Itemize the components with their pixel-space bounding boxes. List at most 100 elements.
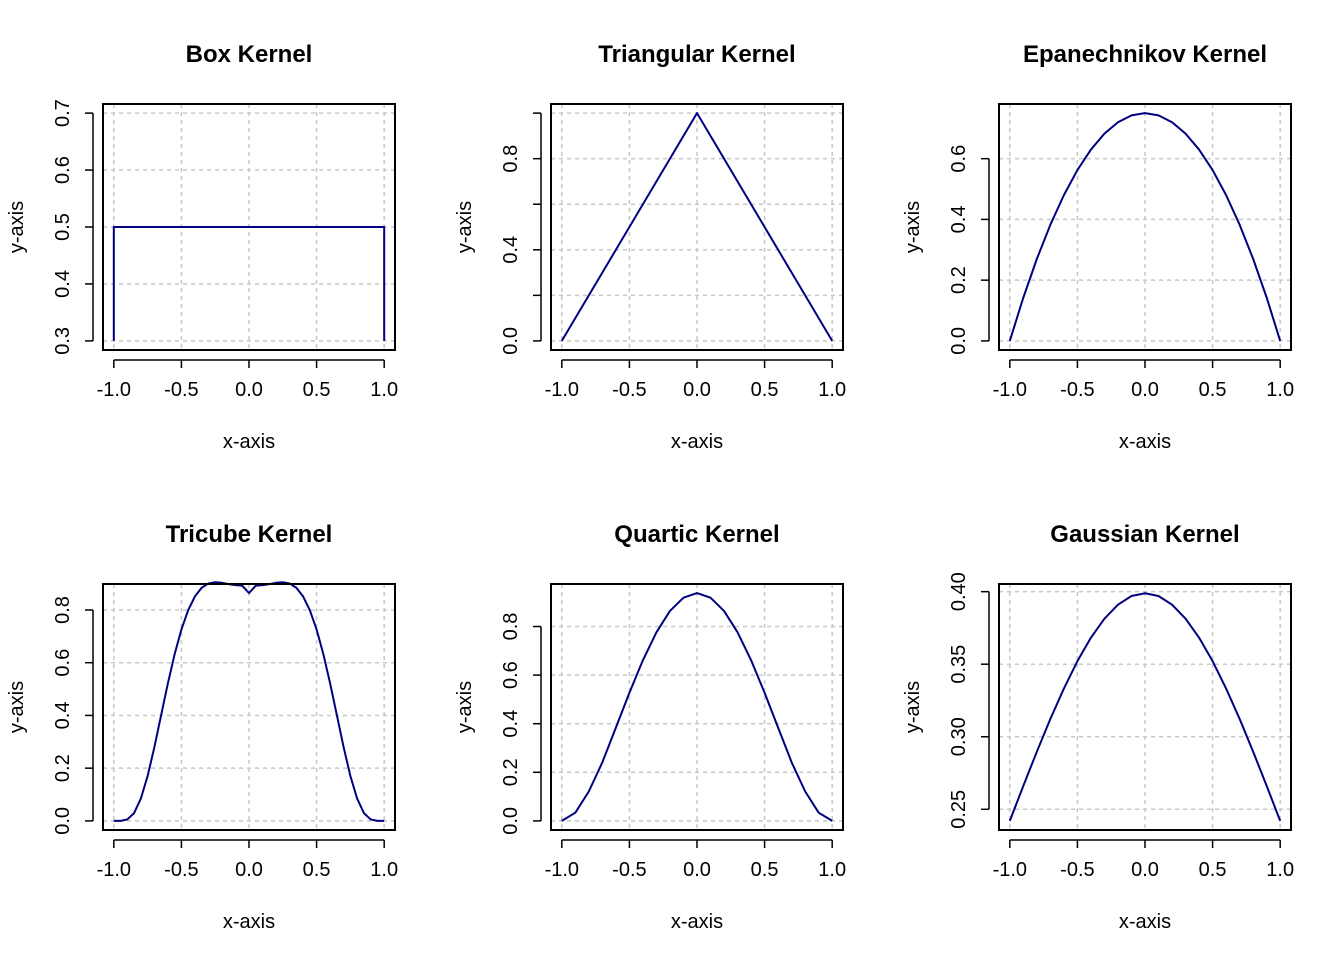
chart-title: Gaussian Kernel	[1050, 521, 1239, 548]
chart-title: Box Kernel	[186, 41, 313, 68]
y-tick-label: 0.5	[52, 213, 74, 241]
x-tick-label: -0.5	[612, 379, 646, 401]
x-tick-label: -0.5	[612, 859, 646, 881]
chart-title: Triangular Kernel	[598, 41, 795, 68]
tick-labels: -1.0 -0.5 0.0 0.5 1.0 0.0 0.2 0.4 0.6 0.8	[52, 596, 398, 881]
y-tick-label: 0.4	[52, 702, 74, 730]
tick-marks	[981, 590, 1281, 848]
y-tick-label: 0.30	[948, 717, 970, 756]
x-tick-label: 0.0	[235, 859, 263, 881]
x-tick-label: 1.0	[818, 859, 846, 881]
tick-labels: -1.0 -0.5 0.0 0.5 1.0 0.0 0.2 0.4 0.6 0.8	[500, 613, 846, 881]
box-kernel-panel: Box Kernel x-axis y-axis -1.0 -0.5 0.0 0.5 1…	[6, 41, 398, 453]
x-tick-label: -1.0	[545, 379, 579, 401]
series-line	[561, 592, 833, 822]
y-axis-title: y-axis	[6, 201, 28, 253]
grid-lines	[999, 584, 1291, 830]
x-tick-label: -0.5	[164, 859, 198, 881]
y-tick-label: 0.0	[948, 327, 970, 355]
gaussian-kernel-panel: Gaussian Kernel x-axis y-axis -1.0 -0.5 0.…	[902, 521, 1294, 933]
x-tick-label: 0.0	[1131, 859, 1159, 881]
x-tick-label: -0.5	[1060, 379, 1094, 401]
y-tick-label: 0.4	[52, 270, 74, 298]
grid-lines	[551, 584, 843, 830]
x-tick-label: 0.5	[751, 379, 779, 401]
x-axis-title: x-axis	[1119, 911, 1171, 933]
y-tick-label: 0.2	[52, 754, 74, 782]
plot-frame	[102, 103, 396, 351]
tick-labels: -1.0 -0.5 0.0 0.5 1.0 0.3 0.4 0.5 0.6 0.7	[52, 99, 398, 401]
grid-lines	[999, 104, 1291, 350]
y-tick-label: 0.8	[500, 613, 522, 641]
x-axis-title: x-axis	[223, 431, 275, 453]
y-tick-label: 0.6	[948, 145, 970, 173]
x-tick-label: -1.0	[97, 859, 131, 881]
x-tick-label: 1.0	[818, 379, 846, 401]
tick-labels: -1.0 -0.5 0.0 0.5 1.0 0.0 0.4 0.8	[500, 145, 846, 401]
x-tick-label: -1.0	[545, 859, 579, 881]
x-axis-title: x-axis	[1119, 431, 1171, 453]
y-axis-title: y-axis	[6, 681, 28, 733]
y-axis-title: y-axis	[902, 201, 924, 253]
y-tick-label: 0.8	[500, 145, 522, 173]
y-tick-label: 0.0	[500, 807, 522, 835]
x-axis-title: x-axis	[223, 911, 275, 933]
x-tick-label: -1.0	[993, 379, 1027, 401]
series-line	[113, 581, 385, 822]
chart-title: Tricube Kernel	[166, 521, 333, 548]
y-tick-label: 0.7	[52, 99, 74, 127]
y-tick-label: 0.35	[948, 645, 970, 684]
tick-labels: -1.0 -0.5 0.0 0.5 1.0 0.0 0.2 0.4 0.6	[948, 145, 1294, 401]
grid-lines	[551, 104, 843, 350]
y-tick-label: 0.4	[500, 710, 522, 738]
tick-marks	[533, 625, 833, 848]
plot-frame	[550, 583, 844, 831]
y-tick-label: 0.6	[52, 156, 74, 184]
y-axis-title: y-axis	[454, 201, 476, 253]
x-tick-label: 0.5	[1199, 379, 1227, 401]
x-tick-label: 0.5	[303, 379, 331, 401]
plot-frame	[102, 583, 396, 831]
grid-lines	[103, 584, 395, 830]
epanechnikov-kernel-panel: Epanechnikov Kernel x-axis y-axis -1.0 -0…	[902, 41, 1294, 453]
x-tick-label: 0.5	[1199, 859, 1227, 881]
tricube-kernel-panel: Tricube Kernel x-axis y-axis -1.0 -0.5 0.0…	[6, 521, 398, 933]
series-line	[1008, 112, 1282, 342]
y-tick-label: 0.4	[948, 206, 970, 234]
x-tick-label: 1.0	[1266, 859, 1294, 881]
y-tick-label: 0.0	[500, 327, 522, 355]
x-tick-label: 1.0	[370, 859, 398, 881]
y-tick-label: 0.4	[500, 236, 522, 264]
x-axis-title: x-axis	[671, 431, 723, 453]
plot-frame	[550, 103, 844, 351]
series-line	[1008, 592, 1282, 822]
tick-marks	[85, 112, 385, 368]
tick-marks	[981, 157, 1281, 368]
series-line	[112, 226, 386, 341]
y-tick-label: 0.6	[52, 649, 74, 677]
x-tick-label: 0.0	[683, 859, 711, 881]
x-tick-label: 0.0	[683, 379, 711, 401]
plot-frame	[998, 583, 1292, 831]
y-tick-label: 0.3	[52, 327, 74, 355]
x-tick-label: 1.0	[370, 379, 398, 401]
y-tick-label: 0.8	[52, 596, 74, 624]
y-tick-label: 0.40	[948, 572, 970, 611]
y-tick-label: 0.2	[500, 758, 522, 786]
x-axis-title: x-axis	[671, 911, 723, 933]
tick-labels: -1.0 -0.5 0.0 0.5 1.0 0.25 0.30 0.35 0.40	[948, 572, 1294, 881]
quartic-kernel-panel: Quartic Kernel x-axis y-axis -1.0 -0.5 0.0…	[454, 521, 846, 933]
y-axis-title: y-axis	[454, 681, 476, 733]
x-tick-label: 0.0	[235, 379, 263, 401]
tick-marks	[85, 609, 385, 848]
y-tick-label: 0.0	[52, 807, 74, 835]
y-axis-title: y-axis	[902, 681, 924, 733]
x-tick-label: 0.5	[303, 859, 331, 881]
x-tick-label: -1.0	[993, 859, 1027, 881]
triangular-kernel-panel: Triangular Kernel x-axis y-axis -1.0 -0.5…	[454, 41, 846, 453]
x-tick-label: 0.5	[751, 859, 779, 881]
x-tick-label: -0.5	[1060, 859, 1094, 881]
x-tick-label: 1.0	[1266, 379, 1294, 401]
